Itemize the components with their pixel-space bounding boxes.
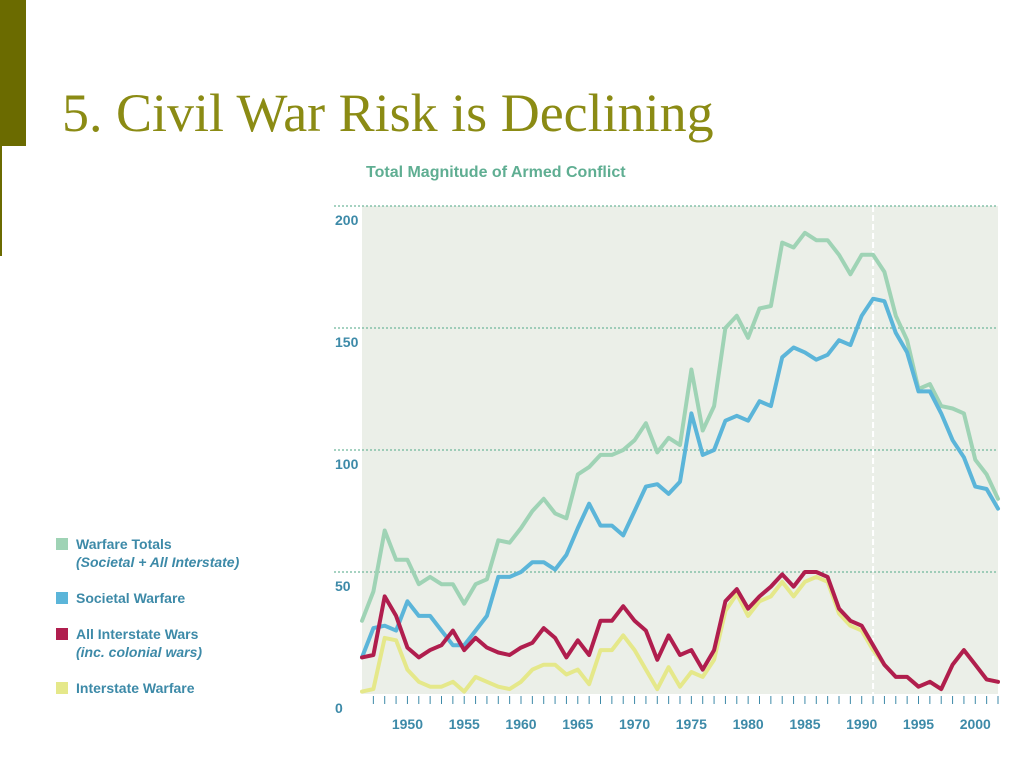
legend-sub: (Societal + All Interstate) <box>76 554 240 570</box>
chart-legend: Warfare Totals (Societal + All Interstat… <box>56 535 239 697</box>
y-tick-label: 50 <box>335 578 351 594</box>
legend-item-warfare-totals: Warfare Totals (Societal + All Interstat… <box>56 535 239 575</box>
x-tick-label: 1965 <box>562 716 593 732</box>
x-tick-label: 1960 <box>505 716 536 732</box>
legend-swatch-societal-warfare <box>56 592 68 604</box>
legend-label: Societal Warfare <box>76 590 186 606</box>
series-line-societal-warfare <box>360 296 1000 660</box>
accent-bar-thin <box>0 146 2 256</box>
x-tick-label: 1980 <box>733 716 764 732</box>
accent-bar <box>0 0 26 146</box>
y-tick-label: 150 <box>335 334 359 350</box>
x-tick-label: 1985 <box>789 716 820 732</box>
x-tick-label: 1990 <box>846 716 877 732</box>
x-tick-label: 1950 <box>392 716 423 732</box>
x-tick-label: 1975 <box>676 716 707 732</box>
legend-item-all-interstate-wars: All Interstate Wars (inc. colonial wars) <box>56 625 239 665</box>
x-tick-label: 1995 <box>903 716 934 732</box>
y-tick-label: 200 <box>335 212 359 228</box>
legend-swatch-interstate-warfare <box>56 682 68 694</box>
series-line-all-interstate-wars <box>360 570 1000 692</box>
legend-label: Interstate Warfare <box>76 680 195 696</box>
slide-title: 5. Civil War Risk is Declining <box>62 83 714 143</box>
x-tick-label: 1970 <box>619 716 650 732</box>
y-tick-label: 0 <box>335 700 343 716</box>
y-tick-label: 100 <box>335 456 359 472</box>
legend-label: Warfare Totals <box>76 536 172 552</box>
legend-item-interstate-warfare: Interstate Warfare <box>56 679 239 697</box>
legend-swatch-warfare-totals <box>56 538 68 550</box>
legend-sub: (inc. colonial wars) <box>76 644 203 660</box>
legend-item-societal-warfare: Societal Warfare <box>56 589 239 607</box>
x-tick-label: 2000 <box>960 716 991 732</box>
legend-swatch-all-interstate-wars <box>56 628 68 640</box>
chart-title: Total Magnitude of Armed Conflict <box>366 164 626 181</box>
x-tick-label: 1955 <box>449 716 480 732</box>
series-line-warfare-totals <box>360 230 1000 623</box>
legend-label: All Interstate Wars <box>76 626 199 642</box>
